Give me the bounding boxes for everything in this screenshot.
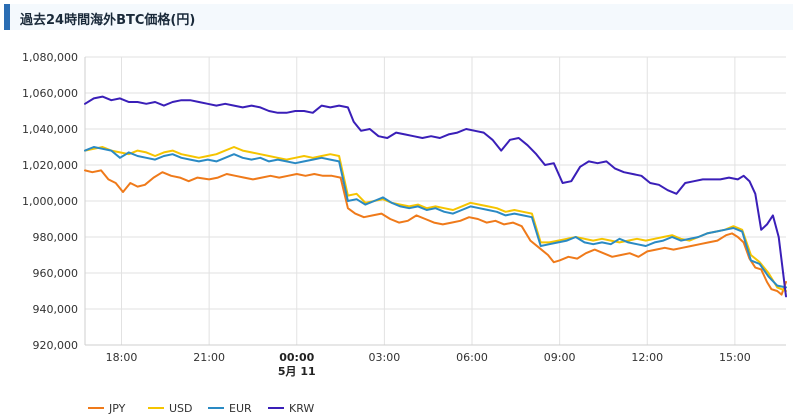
y-tick-label: 960,000 [33,267,79,280]
series-line-krw [84,95,787,298]
x-tick-label: 03:00 [369,351,401,364]
series-lines [84,95,787,298]
legend-label-usd[interactable]: USD [169,402,193,415]
x-tick-label: 18:00 [106,351,138,364]
y-tick-label: 1,080,000 [22,51,78,64]
y-tick-label: 1,020,000 [22,159,78,172]
legend-label-eur[interactable]: EUR [229,402,252,415]
grid-lines [84,56,786,346]
x-tick-sublabel: 5月 11 [278,365,316,378]
y-tick-label: 1,060,000 [22,87,78,100]
x-tick-label: 12:00 [631,351,663,364]
series-line-eur [84,146,787,289]
y-tick-label: 1,040,000 [22,123,78,136]
series-line-usd [84,146,787,292]
x-tick-label: 09:00 [544,351,576,364]
y-tick-label: 980,000 [33,231,79,244]
series-line-jpy [84,169,787,296]
x-tick-label: 21:00 [193,351,225,364]
y-tick-label: 920,000 [33,339,79,352]
chart-title-bar: 過去24時間海外BTC価格(円) [4,4,793,30]
legend-label-krw[interactable]: KRW [289,402,314,415]
legend: JPY USD EUR KRW [88,402,314,415]
chart-title: 過去24時間海外BTC価格(円) [20,13,196,28]
legend-label-jpy[interactable]: JPY [108,402,126,415]
y-axis-ticks: 1,080,000 1,060,000 1,040,000 1,020,000 1,00… [22,51,78,352]
x-tick-label: 15:00 [719,351,751,364]
x-tick-label: 06:00 [456,351,488,364]
y-tick-label: 1,000,000 [22,195,78,208]
y-tick-label: 940,000 [33,303,79,316]
x-tick-label: 00:00 [279,351,314,364]
